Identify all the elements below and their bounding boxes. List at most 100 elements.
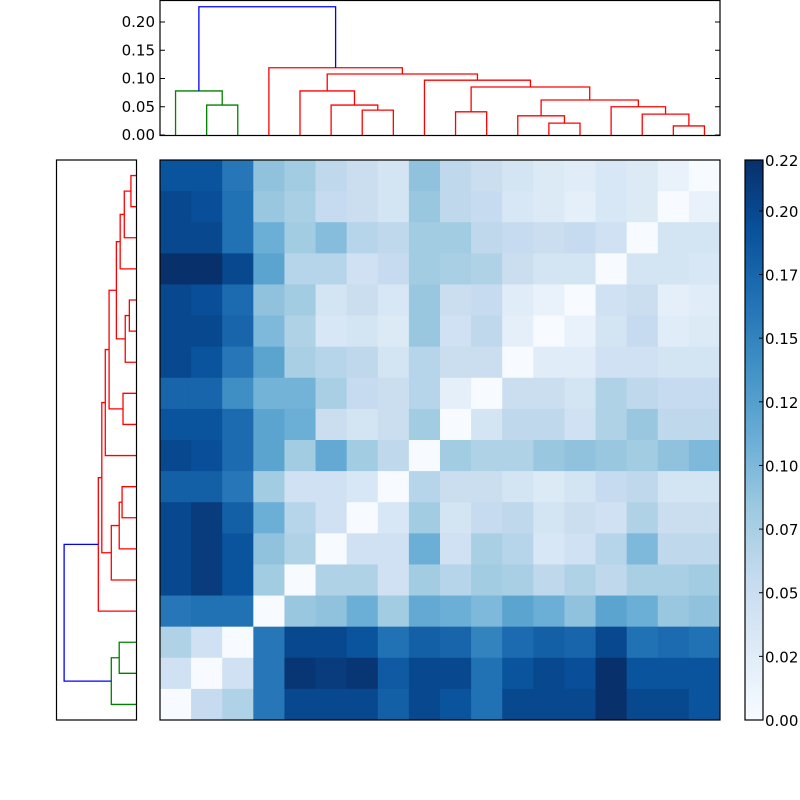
heatmap-cell bbox=[688, 471, 721, 503]
dendrogram-link bbox=[672, 125, 706, 135]
heatmap-cell bbox=[502, 346, 534, 379]
heatmap-cell bbox=[222, 160, 254, 192]
heatmap-cell bbox=[346, 533, 379, 565]
heatmap-cell bbox=[408, 688, 441, 721]
heatmap-cell bbox=[688, 160, 721, 192]
heatmap-cell bbox=[408, 284, 441, 317]
heatmap-cell bbox=[253, 688, 285, 721]
heatmap-cell bbox=[533, 688, 565, 721]
heatmap-cell bbox=[657, 595, 690, 628]
heatmap-cell bbox=[315, 657, 348, 690]
heatmap-cell bbox=[315, 564, 348, 597]
heatmap-cell bbox=[222, 440, 254, 472]
heatmap-cell bbox=[657, 440, 690, 472]
dendrogram-link bbox=[268, 67, 403, 135]
heatmap-cell bbox=[160, 284, 192, 317]
heatmap-cell bbox=[564, 315, 597, 348]
heatmap-cell bbox=[346, 315, 379, 348]
heatmap-cell bbox=[564, 626, 597, 659]
heatmap-cell bbox=[688, 346, 721, 379]
heatmap-cell bbox=[626, 284, 659, 317]
heatmap-cell bbox=[315, 408, 348, 441]
heatmap-cell bbox=[160, 471, 192, 503]
colorbar-tick-label: 0.02 bbox=[765, 648, 798, 666]
heatmap-cell bbox=[346, 626, 379, 659]
heatmap-cell bbox=[377, 595, 410, 628]
colorbar-tick-label: 0.22 bbox=[765, 152, 798, 170]
heatmap-cell bbox=[284, 626, 317, 659]
heatmap-cell bbox=[657, 253, 690, 285]
heatmap-cell bbox=[626, 502, 659, 534]
heatmap-cell bbox=[346, 160, 379, 192]
dendrogram-link bbox=[104, 348, 136, 457]
heatmap-cell bbox=[688, 191, 721, 223]
heatmap-cell bbox=[346, 440, 379, 472]
heatmap-cell bbox=[626, 315, 659, 348]
heatmap-cell bbox=[440, 284, 472, 317]
dendrogram-link bbox=[97, 477, 136, 612]
heatmap-cell bbox=[222, 315, 254, 348]
heatmap-cell bbox=[595, 408, 628, 441]
heatmap-cell bbox=[253, 284, 285, 317]
heatmap-cell bbox=[533, 346, 565, 379]
dendrogram-link bbox=[206, 104, 239, 135]
heatmap-cell bbox=[315, 222, 348, 254]
heatmap-cell bbox=[408, 191, 441, 223]
heatmap-cell bbox=[160, 253, 192, 285]
heatmap-cell bbox=[377, 688, 410, 721]
heatmap-cell bbox=[533, 564, 565, 597]
heatmap-cell bbox=[533, 160, 565, 192]
heatmap-cell bbox=[440, 440, 472, 472]
heatmap-cell bbox=[440, 253, 472, 285]
heatmap-cell bbox=[471, 315, 503, 348]
heatmap-cell bbox=[284, 346, 317, 379]
dendrogram-link bbox=[326, 73, 479, 91]
heatmap-cell bbox=[502, 191, 534, 223]
heatmap-cell bbox=[408, 626, 441, 659]
heatmap-cell bbox=[160, 626, 192, 659]
colorbar-tick-label: 0.15 bbox=[765, 330, 798, 348]
heatmap-cell bbox=[191, 502, 223, 534]
heatmap-cell bbox=[222, 657, 254, 690]
heatmap-cells bbox=[160, 160, 721, 721]
heatmap-cell bbox=[408, 222, 441, 254]
heatmap-cell bbox=[595, 595, 628, 628]
heatmap-cell bbox=[471, 191, 503, 223]
dendrogram-link bbox=[610, 106, 667, 135]
heatmap-cell bbox=[315, 315, 348, 348]
heatmap-cell bbox=[284, 533, 317, 565]
heatmap-cell bbox=[222, 346, 254, 379]
heatmap-cell bbox=[657, 408, 690, 441]
heatmap-cell bbox=[564, 564, 597, 597]
heatmap-cell bbox=[253, 346, 285, 379]
heatmap-cell bbox=[595, 657, 628, 690]
heatmap-cell bbox=[502, 253, 534, 285]
heatmap-cell bbox=[595, 440, 628, 472]
heatmap-cell bbox=[191, 408, 223, 441]
heatmap-cell bbox=[253, 160, 285, 192]
dendrogram-link bbox=[128, 299, 136, 332]
heatmap-cell bbox=[284, 253, 317, 285]
heatmap-cell bbox=[222, 533, 254, 565]
heatmap-cell bbox=[440, 408, 472, 441]
heatmap-cell bbox=[284, 315, 317, 348]
heatmap-cell bbox=[564, 657, 597, 690]
heatmap-cell bbox=[657, 626, 690, 659]
heatmap-cell bbox=[502, 408, 534, 441]
heatmap-cell bbox=[253, 191, 285, 223]
heatmap-cell bbox=[284, 595, 317, 628]
heatmap-cell bbox=[626, 160, 659, 192]
heatmap-cell bbox=[191, 657, 223, 690]
heatmap-cell bbox=[160, 595, 192, 628]
heatmap-cell bbox=[502, 160, 534, 192]
heatmap-cell bbox=[284, 284, 317, 317]
heatmap-cell bbox=[222, 222, 254, 254]
heatmap-cell bbox=[471, 440, 503, 472]
heatmap-cell bbox=[222, 408, 254, 441]
heatmap-cell bbox=[191, 346, 223, 379]
heatmap-cell bbox=[564, 284, 597, 317]
heatmap-frame bbox=[159, 159, 721, 721]
heatmap-cell bbox=[284, 377, 317, 410]
heatmap-cell bbox=[564, 160, 597, 192]
